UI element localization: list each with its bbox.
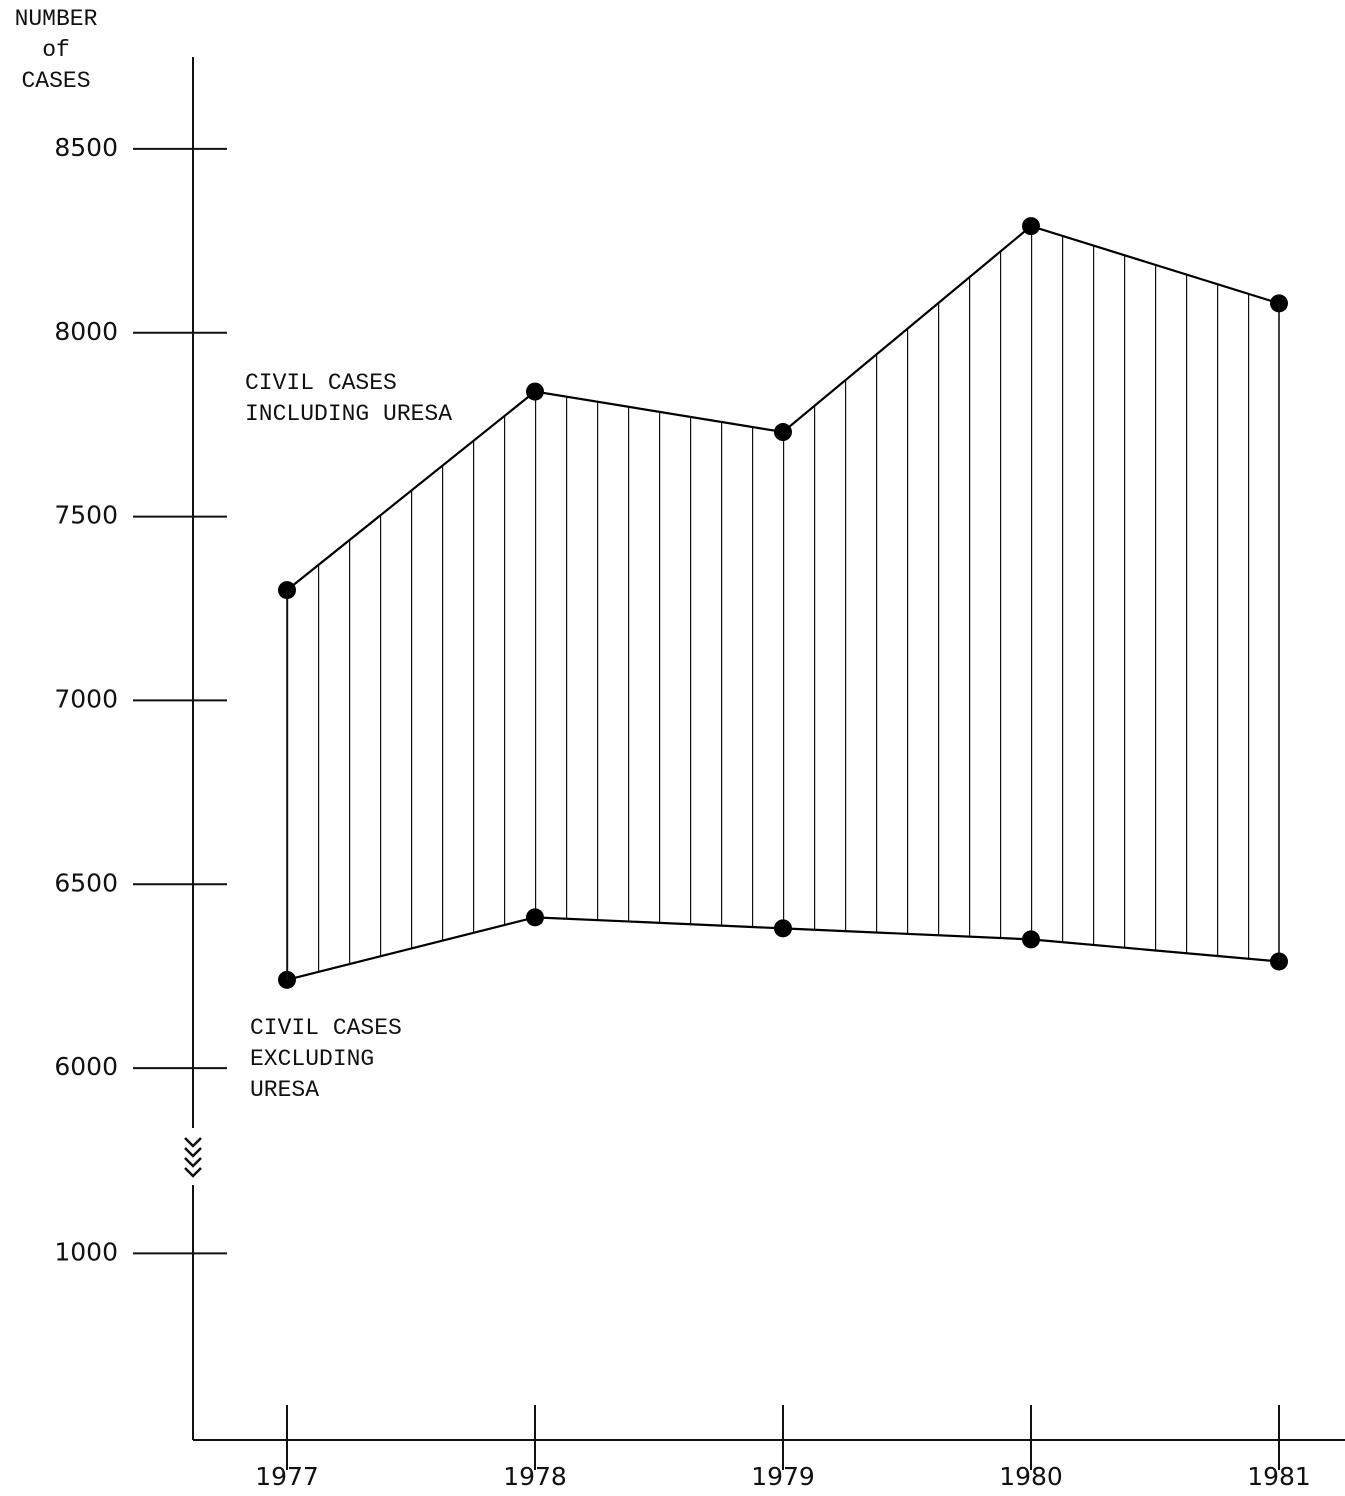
y-tick-label: 6500 — [54, 868, 118, 897]
x-tick-label: 1977 — [255, 1462, 319, 1491]
y-axis-label-line: CASES — [21, 68, 91, 94]
series-label: CIVIL CASES INCLUDING URESA — [245, 370, 453, 427]
y-axis-label: NUMBER of CASES — [0, 4, 112, 97]
x-tick-label: 1978 — [503, 1462, 567, 1491]
y-axis-label-line: NUMBER — [14, 6, 98, 32]
data-point — [1022, 217, 1040, 236]
y-tick-label: 7500 — [54, 501, 118, 530]
data-point — [774, 919, 792, 938]
x-tick-label: 1979 — [751, 1462, 815, 1491]
y-tick-label: 6000 — [54, 1052, 118, 1081]
y-tick-label: 7000 — [54, 684, 118, 713]
y-axis-label-line: of — [42, 37, 70, 63]
x-tick-label: 1980 — [999, 1462, 1063, 1491]
x-tick-label: 1981 — [1247, 1462, 1311, 1491]
break-marker — [184, 1137, 202, 1178]
hatch-fill — [287, 226, 1279, 980]
y-tick-label: 8000 — [54, 317, 118, 346]
y-tick-label: 8500 — [54, 133, 118, 162]
series-label: CIVIL CASES EXCLUDING URESA — [250, 1015, 402, 1103]
data-point — [774, 423, 792, 442]
data-point — [526, 908, 544, 927]
data-point — [526, 382, 544, 401]
data-point — [1022, 930, 1040, 949]
y-tick-label: 1000 — [54, 1237, 118, 1266]
